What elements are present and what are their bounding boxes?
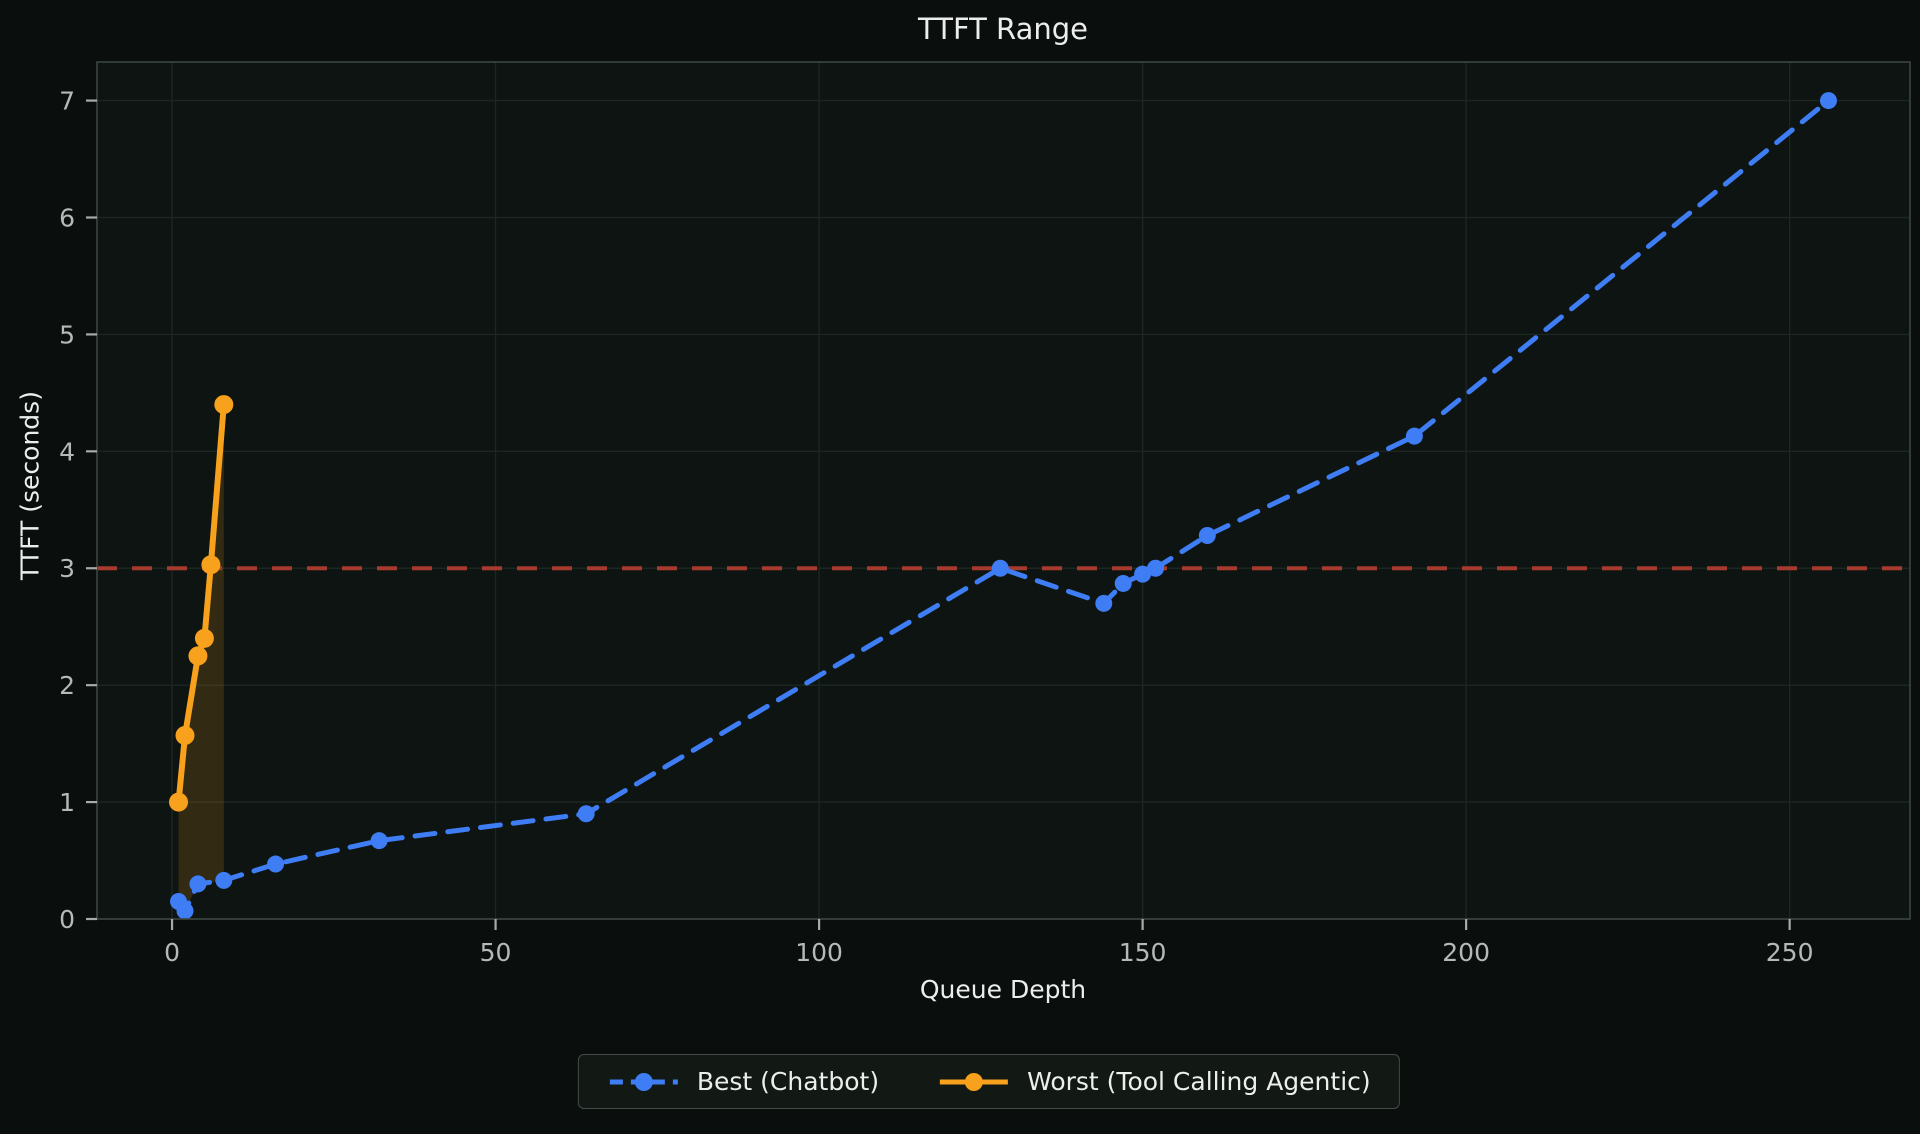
x-tick-label-200: 200 <box>1442 938 1490 967</box>
best-series-marker-q144 <box>1095 594 1113 612</box>
chart-title: TTFT Range <box>918 12 1088 46</box>
x-tick-label-0: 0 <box>164 938 180 967</box>
y-tick-label-6: 6 <box>59 203 75 232</box>
best-series-marker-q2 <box>176 902 194 920</box>
worst-series-marker-q5 <box>194 628 214 648</box>
legend: Best (Chatbot) Worst (Tool Calling Agenti… <box>577 1054 1400 1109</box>
x-tick-label-50: 50 <box>480 938 512 967</box>
legend-label: Worst (Tool Calling Agentic) <box>1027 1067 1371 1096</box>
best-series-marker-q192 <box>1405 427 1423 445</box>
best-series-line <box>176 98 1831 916</box>
worst-series-marker-q8 <box>214 395 234 415</box>
axes-spines <box>96 61 1911 920</box>
best-series-marker-q150 <box>1134 565 1152 583</box>
y-tick-label-5: 5 <box>59 320 75 349</box>
y-tick-label-1: 1 <box>59 788 75 817</box>
y-tick-label-7: 7 <box>59 87 75 116</box>
x-tick-label-100: 100 <box>795 938 843 967</box>
best-series-marker-q4 <box>189 875 207 893</box>
worst-series-marker-q6 <box>201 555 221 575</box>
best-series-marker-q32 <box>370 832 388 850</box>
y-tick-label-4: 4 <box>59 437 75 466</box>
best-series-marker-q128 <box>991 559 1009 577</box>
best-series-marker-q256 <box>1819 92 1837 110</box>
y-tick-label-3: 3 <box>59 554 75 583</box>
legend-sample-best-icon <box>609 1072 678 1091</box>
best-series-marker-q152 <box>1147 559 1165 577</box>
best-series-marker-q64 <box>577 805 595 823</box>
best-series-marker-q8 <box>215 871 233 889</box>
y-axis-label: TTFT (seconds) <box>15 391 45 580</box>
legend-sample-worst-icon <box>940 1072 1009 1091</box>
x-tick-label-250: 250 <box>1766 938 1814 967</box>
best-series-marker-q147 <box>1114 574 1132 592</box>
worst-series-marker-q2 <box>175 725 195 745</box>
legend-label: Best (Chatbot) <box>696 1067 880 1096</box>
x-axis-label: Queue Depth <box>919 975 1087 1004</box>
worst-series-marker-q1 <box>169 792 189 812</box>
best-series-marker-q16 <box>267 855 285 873</box>
best-series-marker-q160 <box>1198 527 1216 545</box>
legend-item-worst: Worst (Tool Calling Agentic) <box>937 1067 1371 1096</box>
y-tick-label-0: 0 <box>59 905 75 934</box>
legend-item-best: Best (Chatbot) <box>607 1067 879 1096</box>
y-tick-label-2: 2 <box>59 671 75 700</box>
x-tick-label-150: 150 <box>1119 938 1167 967</box>
plot-area <box>97 62 1910 919</box>
worst-series-marker-q4 <box>188 646 208 666</box>
